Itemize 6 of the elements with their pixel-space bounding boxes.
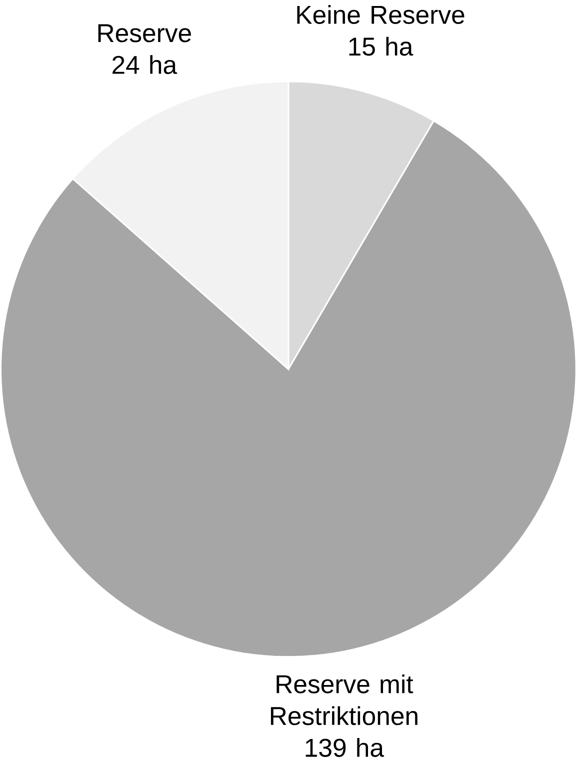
data-label: 24 ha xyxy=(112,55,178,74)
data-label: 139 ha xyxy=(306,738,384,757)
slice-label: Reserve mit Restriktionen xyxy=(271,674,418,726)
slice-label: Keine Reserve xyxy=(297,5,464,24)
slice-label: Reserve xyxy=(98,24,192,42)
data-label: 15 ha xyxy=(349,36,414,56)
